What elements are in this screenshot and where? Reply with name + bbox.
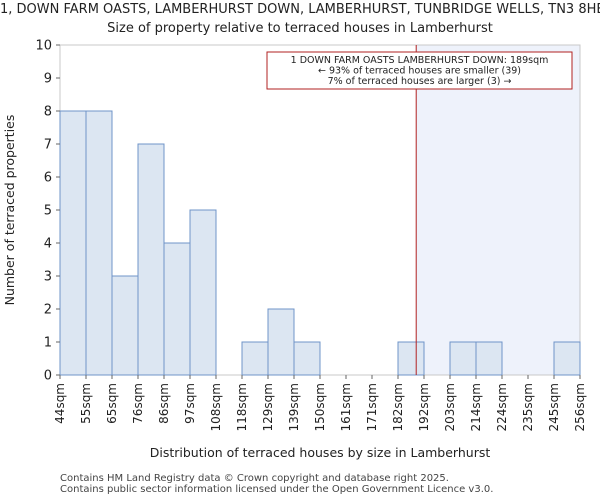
bar-86sqm — [163, 242, 191, 376]
y-tick-label: 6 — [44, 171, 52, 186]
x-tick-label: 76sqm — [131, 383, 145, 424]
x-tick-label: 150sqm — [313, 383, 327, 431]
bar-55sqm — [85, 110, 113, 376]
x-tick-label: 256sqm — [573, 383, 587, 431]
y-tick-label: 4 — [44, 237, 52, 252]
chart-subtitle: Size of property relative to terraced ho… — [107, 21, 493, 36]
x-tick-label: 55sqm — [79, 383, 93, 424]
y-axis-label: Number of terraced properties — [2, 115, 17, 306]
annotation-frame — [266, 51, 573, 90]
y-tick-label: 2 — [44, 303, 52, 318]
bar-245sqm — [553, 341, 581, 376]
x-tick-label: 171sqm — [365, 383, 379, 431]
x-tick-label: 108sqm — [209, 383, 223, 431]
annotation-line: 1 DOWN FARM OASTS LAMBERHURST DOWN: 189s… — [291, 55, 549, 66]
histogram-chart: 0 1 2 3 4 5 6 7 8 9 10 44sqm 55sqm 65sqm 76sqm 86sqm 97s… — [2, 39, 587, 461]
bar-182sqm — [397, 341, 425, 376]
bar-214sqm — [475, 341, 503, 376]
highlight-region — [416, 45, 580, 375]
x-tick-label: 86sqm — [157, 383, 171, 424]
annotation-line: ← 93% of terraced houses are smaller (39… — [318, 66, 521, 77]
bar-129sqm — [267, 308, 295, 376]
x-tick-label: 245sqm — [547, 383, 561, 431]
x-tick-label: 97sqm — [183, 383, 197, 424]
y-tick-label: 1 — [44, 336, 52, 351]
x-tick-label: 214sqm — [469, 383, 483, 431]
y-tick-label: 0 — [44, 369, 52, 384]
bar-97sqm — [189, 209, 217, 376]
x-tick-label: 192sqm — [417, 383, 431, 431]
x-tick-label: 65sqm — [105, 383, 119, 424]
y-tick-label: 9 — [44, 72, 52, 87]
x-tick-label: 182sqm — [391, 383, 405, 431]
footer-copyright: Contains HM Land Registry data © Crown c… — [60, 473, 449, 484]
bar-65sqm — [111, 275, 139, 376]
x-tick-label: 139sqm — [287, 383, 301, 431]
x-axis-label: Distribution of terraced houses by size … — [150, 445, 491, 460]
chart-title: 1, DOWN FARM OASTS, LAMBERHURST DOWN, LA… — [0, 2, 600, 17]
annotation-line: 7% of terraced houses are larger (3) → — [328, 76, 512, 87]
bar-139sqm — [293, 341, 321, 376]
x-tick-label: 118sqm — [235, 383, 249, 431]
footer-licence: Contains public sector information licen… — [60, 484, 494, 495]
x-tick-label: 129sqm — [261, 383, 275, 431]
bar-118sqm — [241, 341, 269, 376]
y-tick-label: 7 — [44, 138, 52, 153]
x-tick-label: 224sqm — [495, 383, 509, 431]
x-tick-label: 203sqm — [443, 383, 457, 431]
x-tick-label: 235sqm — [521, 383, 535, 431]
y-tick-label: 3 — [44, 270, 52, 285]
x-tick-label: 161sqm — [339, 383, 353, 431]
bar-44sqm — [59, 110, 87, 376]
y-tick-label: 5 — [44, 204, 52, 219]
annotation-box: 1 DOWN FARM OASTS LAMBERHURST DOWN: 189s… — [266, 51, 573, 90]
bar-203sqm — [449, 341, 477, 376]
x-tick-label: 44sqm — [53, 383, 67, 424]
bar-76sqm — [137, 143, 165, 376]
y-tick-label: 10 — [35, 39, 52, 54]
y-tick-label: 8 — [44, 105, 52, 120]
